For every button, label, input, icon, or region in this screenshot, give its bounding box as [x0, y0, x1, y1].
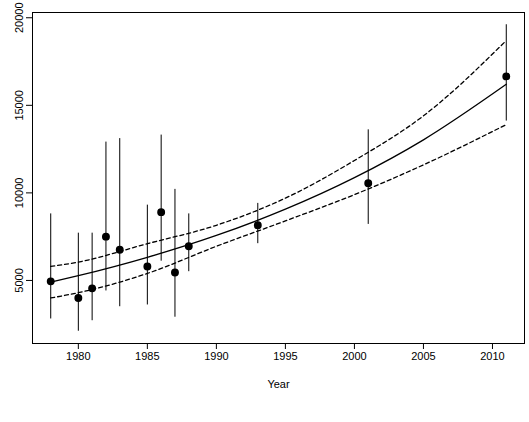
svg-text:10000: 10000: [13, 178, 25, 209]
svg-text:2010: 2010: [480, 350, 504, 362]
svg-text:20000: 20000: [13, 2, 25, 33]
svg-text:2005: 2005: [411, 350, 435, 362]
svg-text:1980: 1980: [66, 350, 90, 362]
svg-text:5000: 5000: [13, 268, 25, 292]
svg-text:2000: 2000: [342, 350, 366, 362]
svg-text:Year: Year: [267, 378, 290, 390]
svg-text:15000: 15000: [13, 90, 25, 121]
svg-text:1985: 1985: [135, 350, 159, 362]
svg-text:1995: 1995: [273, 350, 297, 362]
svg-text:1990: 1990: [204, 350, 228, 362]
